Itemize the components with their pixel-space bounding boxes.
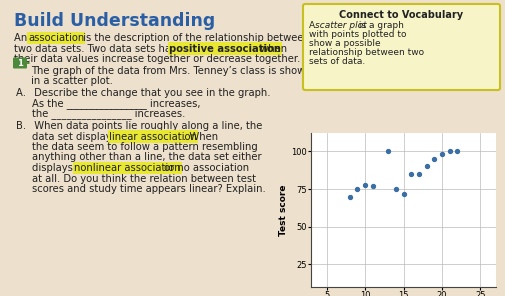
Text: sets of data.: sets of data. [309,57,365,66]
Text: their data values increase together or decrease together.: their data values increase together or d… [14,54,300,64]
Text: linear association: linear association [109,131,196,141]
Text: at all. Do you think the relation between test: at all. Do you think the relation betwee… [32,173,256,184]
Text: data set displays a: data set displays a [32,131,129,141]
Text: positive association: positive association [169,44,280,54]
Text: The graph of the data from Mrs. Tenney’s class is shown: The graph of the data from Mrs. Tenney’s… [31,65,311,75]
Text: As the ________________ increases,: As the ________________ increases, [32,98,200,109]
Text: A: A [309,21,317,30]
Text: An: An [14,33,30,43]
Point [345,194,353,199]
Point [368,184,376,188]
Text: Connect to Vocabulary: Connect to Vocabulary [339,10,463,20]
Text: is the description of the relationship between: is the description of the relationship b… [80,33,309,43]
Point [437,152,445,157]
Point [399,191,407,196]
Point [383,149,391,154]
Point [360,182,368,187]
Text: relationship between two: relationship between two [309,48,423,57]
Text: the ________________ increases.: the ________________ increases. [32,109,185,119]
Text: B.  When data points lie roughly along a line, the: B. When data points lie roughly along a … [16,121,262,131]
Text: anything other than a line, the data set either: anything other than a line, the data set… [32,152,261,163]
Text: in a scatter plot.: in a scatter plot. [31,76,113,86]
Text: displays a: displays a [32,163,85,173]
Text: association: association [28,33,84,43]
FancyBboxPatch shape [13,57,27,68]
Text: . When: . When [183,131,218,141]
Point [391,187,399,192]
Text: scatter plot: scatter plot [315,21,366,30]
Text: Build Understanding: Build Understanding [14,12,215,30]
Point [352,187,361,192]
Text: is a graph: is a graph [356,21,403,30]
Text: the data seem to follow a pattern resembling: the data seem to follow a pattern resemb… [32,142,257,152]
Point [445,149,453,154]
Y-axis label: Test score: Test score [279,184,288,236]
Text: show a possible: show a possible [309,39,380,48]
Text: with points plotted to: with points plotted to [309,30,406,39]
Text: A.  Describe the change that you see in the graph.: A. Describe the change that you see in t… [16,88,270,97]
Point [452,149,461,154]
Point [407,172,415,176]
Text: when: when [257,44,286,54]
Text: or no association: or no association [161,163,248,173]
Point [422,164,430,169]
Point [429,157,437,161]
FancyBboxPatch shape [302,4,499,90]
Text: scores and study time appears linear? Explain.: scores and study time appears linear? Ex… [32,184,265,194]
Text: 1: 1 [17,59,23,67]
Point [414,172,422,176]
Text: two data sets. Two data sets have a: two data sets. Two data sets have a [14,44,195,54]
Text: nonlinear association: nonlinear association [74,163,180,173]
